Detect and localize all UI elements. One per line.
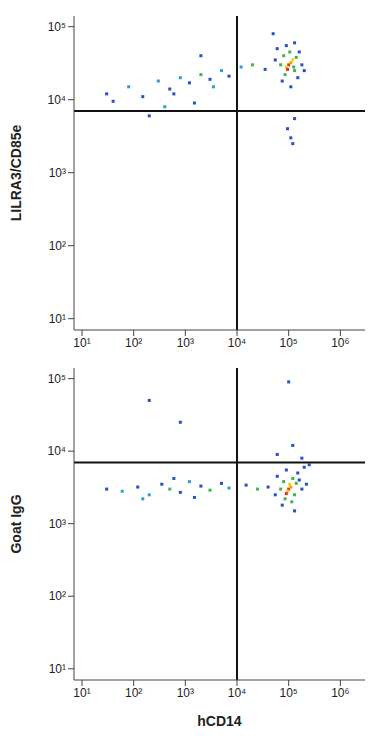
svg-text:10²: 10² <box>125 336 142 350</box>
svg-text:10¹: 10¹ <box>73 686 90 700</box>
svg-text:10⁶: 10⁶ <box>331 336 349 350</box>
svg-text:10⁴: 10⁴ <box>228 336 247 350</box>
svg-text:10⁶: 10⁶ <box>331 686 349 700</box>
svg-text:10³: 10³ <box>49 517 66 531</box>
svg-text:10⁴: 10⁴ <box>47 444 66 458</box>
svg-text:LILRA3/CD85e: LILRA3/CD85e <box>8 125 24 222</box>
svg-text:10⁵: 10⁵ <box>280 336 298 350</box>
svg-text:10²: 10² <box>49 589 66 603</box>
svg-text:10⁵: 10⁵ <box>48 372 66 386</box>
svg-text:10⁴: 10⁴ <box>228 686 247 700</box>
svg-text:10¹: 10¹ <box>73 336 90 350</box>
svg-text:10³: 10³ <box>177 336 194 350</box>
svg-text:10⁴: 10⁴ <box>47 93 66 107</box>
svg-text:10³: 10³ <box>177 686 194 700</box>
svg-text:10¹: 10¹ <box>49 662 66 676</box>
svg-text:10⁵: 10⁵ <box>280 686 298 700</box>
svg-text:10²: 10² <box>49 239 66 253</box>
svg-text:10³: 10³ <box>49 166 66 180</box>
svg-text:hCD14: hCD14 <box>197 713 242 729</box>
svg-text:10²: 10² <box>125 686 142 700</box>
svg-text:10⁵: 10⁵ <box>48 20 66 34</box>
svg-text:10¹: 10¹ <box>49 312 66 326</box>
svg-text:Goat IgG: Goat IgG <box>8 494 24 553</box>
